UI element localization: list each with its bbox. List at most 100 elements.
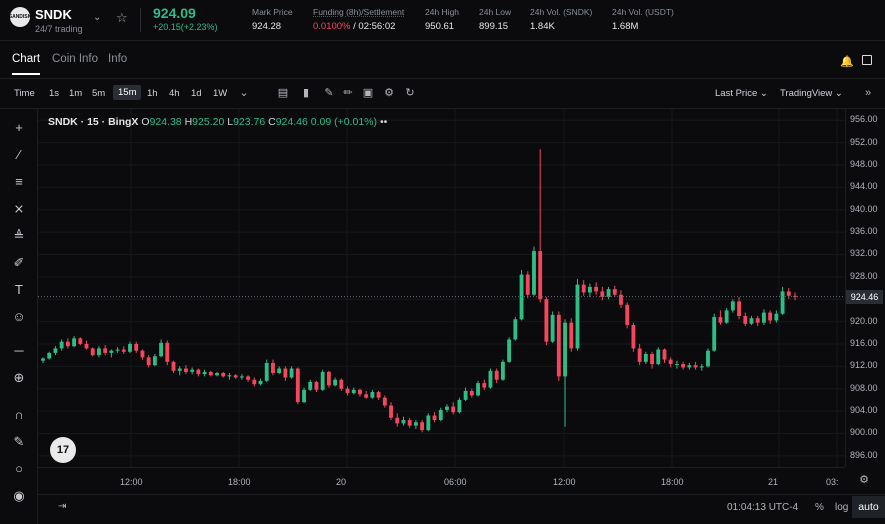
collapse-icon[interactable]: » xyxy=(864,87,872,99)
indicators-icon[interactable]: ▤ xyxy=(277,87,289,99)
candle-body[interactable] xyxy=(171,361,176,371)
candle-body[interactable] xyxy=(308,381,313,390)
candle-body[interactable] xyxy=(140,350,145,358)
candle-body[interactable] xyxy=(233,375,238,378)
candlestick-chart[interactable] xyxy=(38,109,845,467)
candle-body[interactable] xyxy=(283,368,288,378)
candle-body[interactable] xyxy=(246,376,251,380)
candle-body[interactable] xyxy=(208,371,213,376)
candle-body[interactable] xyxy=(699,366,704,368)
candle-body[interactable] xyxy=(488,370,493,388)
timeframe-time[interactable]: Time xyxy=(14,88,35,99)
candle-body[interactable] xyxy=(326,371,331,386)
price-axis[interactable] xyxy=(845,109,885,467)
brush-icon[interactable]: ✐ xyxy=(13,255,25,270)
candle-body[interactable] xyxy=(525,274,530,295)
candle-body[interactable] xyxy=(712,317,717,351)
candle-body[interactable] xyxy=(295,368,300,403)
candle-body[interactable] xyxy=(674,364,679,366)
candle-body[interactable] xyxy=(500,361,505,380)
candle-body[interactable] xyxy=(364,394,369,398)
auto-scale-toggle[interactable]: auto xyxy=(852,496,885,518)
candle-body[interactable] xyxy=(72,338,77,347)
timeframe-1s[interactable]: 1s xyxy=(49,88,60,99)
axis-settings-icon[interactable]: ⚙ xyxy=(859,474,869,486)
candle-body[interactable] xyxy=(227,375,232,377)
candle-body[interactable] xyxy=(302,389,306,403)
candle-body[interactable] xyxy=(587,286,592,293)
symbol-name[interactable]: SNDK xyxy=(35,7,72,22)
candle-body[interactable] xyxy=(103,348,108,353)
candle-body[interactable] xyxy=(370,392,375,398)
candle-body[interactable] xyxy=(625,304,630,325)
candle-body[interactable] xyxy=(650,354,654,365)
candle-body[interactable] xyxy=(215,373,219,376)
candle-body[interactable] xyxy=(761,312,766,323)
candle-body[interactable] xyxy=(333,379,338,386)
candle-body[interactable] xyxy=(389,405,393,418)
candle-body[interactable] xyxy=(755,318,760,323)
candle-body[interactable] xyxy=(271,362,275,374)
candle-body[interactable] xyxy=(339,379,344,389)
candle-body[interactable] xyxy=(681,364,686,368)
candle-body[interactable] xyxy=(47,352,52,359)
tradingview-logo[interactable]: 17 xyxy=(50,437,76,463)
timeframe-4h[interactable]: 4h xyxy=(169,88,180,99)
trendline-icon[interactable]: ∕ xyxy=(17,147,21,162)
chevron-down-icon[interactable]: ⌄ xyxy=(93,12,102,23)
timeframe-5m[interactable]: 5m xyxy=(92,88,106,99)
compare-icon[interactable]: ✎ xyxy=(324,87,334,99)
candle-body[interactable] xyxy=(146,357,151,366)
candle-body[interactable] xyxy=(451,406,456,413)
candle-body[interactable] xyxy=(264,362,269,381)
candle-body[interactable] xyxy=(314,381,319,390)
candle-body[interactable] xyxy=(376,392,381,398)
candle-body[interactable] xyxy=(109,350,114,353)
percent-toggle[interactable]: % xyxy=(815,502,824,513)
candle-body[interactable] xyxy=(59,341,64,349)
candle-body[interactable] xyxy=(724,310,729,323)
crosshair-icon[interactable]: + xyxy=(15,120,23,135)
candle-body[interactable] xyxy=(159,342,164,357)
candle-body[interactable] xyxy=(202,371,207,375)
candle-body[interactable] xyxy=(184,368,188,372)
candle-body[interactable] xyxy=(612,289,617,295)
candle-body[interactable] xyxy=(134,343,139,351)
timeframe-1d[interactable]: 1d xyxy=(191,88,202,99)
candle-body[interactable] xyxy=(768,312,773,321)
candle-body[interactable] xyxy=(358,389,362,395)
candle-body[interactable] xyxy=(619,294,623,305)
candle-body[interactable] xyxy=(97,348,101,356)
candle-body[interactable] xyxy=(550,314,555,342)
time-axis[interactable] xyxy=(38,467,845,493)
candle-body[interactable] xyxy=(165,342,170,362)
candle-body[interactable] xyxy=(221,373,226,377)
candle-body[interactable] xyxy=(706,350,710,367)
candle-body[interactable] xyxy=(115,349,120,351)
candle-body[interactable] xyxy=(438,409,443,421)
candle-body[interactable] xyxy=(569,322,574,349)
candle-body[interactable] xyxy=(637,348,642,362)
candle-body[interactable] xyxy=(693,365,698,368)
tab-chart[interactable]: Chart xyxy=(12,53,41,65)
candle-body[interactable] xyxy=(538,251,543,300)
candle-body[interactable] xyxy=(152,356,157,366)
candle-body[interactable] xyxy=(606,289,611,297)
timeframe-15m[interactable]: 15m xyxy=(113,85,142,100)
candle-body[interactable] xyxy=(351,389,356,394)
candle-body[interactable] xyxy=(78,338,83,344)
star-icon[interactable]: ☆ xyxy=(116,10,128,25)
candle-body[interactable] xyxy=(445,406,449,410)
candle-body[interactable] xyxy=(780,291,785,314)
more-icon[interactable]: •• xyxy=(379,116,388,128)
candle-body[interactable] xyxy=(737,301,741,316)
candle-body[interactable] xyxy=(420,422,425,431)
candle-body[interactable] xyxy=(749,318,754,324)
candle-body[interactable] xyxy=(463,390,468,400)
lock-icon[interactable]: ○ xyxy=(15,461,23,476)
ruler-icon[interactable]: ─ xyxy=(14,343,24,358)
candle-body[interactable] xyxy=(395,417,400,424)
candle-body[interactable] xyxy=(532,251,536,295)
candle-body[interactable] xyxy=(482,383,487,388)
candle-body[interactable] xyxy=(289,368,294,378)
